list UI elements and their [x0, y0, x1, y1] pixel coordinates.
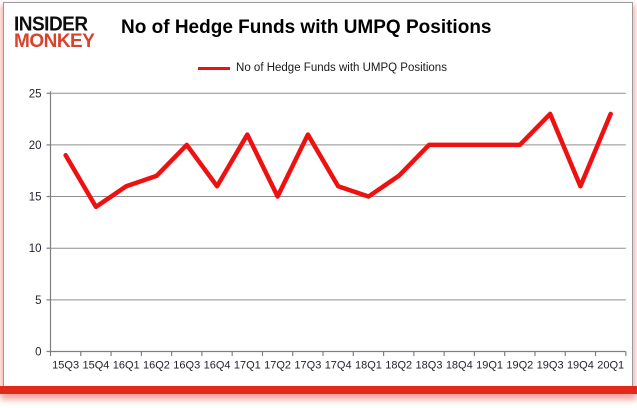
- x-tick-label: 19Q3: [537, 360, 564, 372]
- chart-title: No of Hedge Funds with UMPQ Positions: [121, 17, 492, 38]
- y-tick-label: 0: [35, 347, 41, 359]
- x-tick-label: 19Q4: [567, 360, 594, 372]
- x-tick-label: 16Q4: [204, 360, 231, 372]
- series-line: [63, 111, 613, 210]
- bottom-accent-bar: [0, 386, 637, 394]
- y-tick-label: 25: [29, 88, 42, 100]
- y-tick-label: 5: [35, 295, 41, 307]
- y-tick-label: 15: [29, 192, 42, 204]
- x-tick-label: 18Q3: [416, 360, 443, 372]
- x-tick-label: 18Q2: [385, 360, 412, 372]
- legend: No of Hedge Funds with UMPQ Positions: [4, 60, 637, 76]
- x-tick-label: 17Q1: [234, 360, 261, 372]
- x-tick-label: 18Q1: [355, 360, 382, 372]
- insider-monkey-logo: INSIDER MONKEY: [14, 13, 95, 53]
- x-tick-label: 18Q4: [446, 360, 473, 372]
- x-tick-label: 17Q3: [294, 360, 321, 372]
- x-tick-label: 16Q2: [143, 360, 170, 372]
- y-tick-label: 10: [29, 243, 42, 255]
- x-tick-label: 19Q1: [476, 360, 503, 372]
- x-tick-label: 16Q1: [113, 360, 140, 372]
- x-tick-label: 17Q2: [264, 360, 291, 372]
- x-tick-label: 16Q3: [173, 360, 200, 372]
- x-tick-label: 15Q4: [82, 360, 109, 372]
- x-tick-label: 15Q3: [52, 360, 79, 372]
- legend-line-marker: [198, 66, 231, 70]
- logo-line-monkey: MONKEY: [14, 31, 95, 53]
- logo-line-insider: INSIDER: [14, 13, 88, 36]
- x-tick-label: 20Q1: [597, 360, 624, 372]
- x-tick-label: 17Q4: [325, 360, 352, 372]
- chart-card: INSIDER MONKEY No of Hedge Funds with UM…: [3, 2, 633, 387]
- legend-label: No of Hedge Funds with UMPQ Positions: [236, 62, 447, 74]
- x-tick-label: 19Q2: [506, 360, 533, 372]
- y-tick-label: 20: [29, 140, 42, 152]
